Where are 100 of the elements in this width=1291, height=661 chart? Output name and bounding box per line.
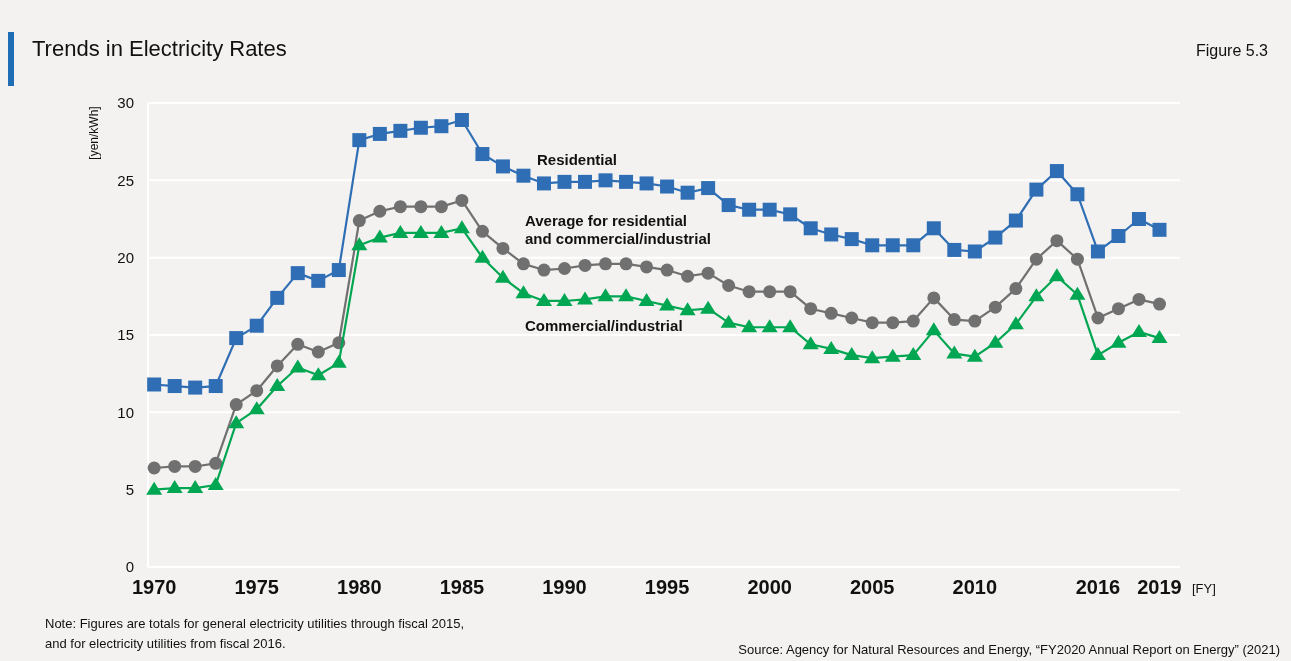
point (167, 379, 182, 394)
point (310, 367, 327, 381)
text: Note: Figures are totals for general electricity utilities through fiscal 2015, and for electricity utilities from fiscal 2016. (45, 616, 465, 651)
point (926, 221, 941, 236)
point (619, 174, 634, 189)
y-tick-label: 0 (125, 558, 134, 576)
point (639, 176, 654, 191)
point (1029, 252, 1043, 266)
point (1110, 334, 1127, 348)
point (988, 230, 1003, 245)
point (619, 257, 633, 271)
point (290, 266, 305, 281)
point (742, 202, 757, 217)
point (557, 174, 572, 189)
source-note: Source: Agency for Natural Resources and Energy, “FY2020 Annual Report on Energy” (2021) (738, 642, 1280, 657)
y-tick-label: 25 (117, 171, 134, 189)
point (1070, 187, 1085, 202)
point (1029, 182, 1044, 197)
point (494, 269, 511, 283)
point (742, 285, 756, 299)
x-tick-label: 1985 (439, 576, 485, 598)
point (496, 241, 510, 255)
point (434, 119, 449, 134)
point (1009, 282, 1023, 296)
point (1152, 297, 1166, 311)
point (269, 378, 286, 392)
point (701, 266, 715, 280)
point (660, 179, 675, 194)
point (433, 224, 450, 238)
point (557, 261, 571, 275)
point (906, 238, 921, 253)
point (681, 269, 695, 283)
point (865, 238, 880, 253)
x-tick-label: 1975 (234, 576, 279, 598)
point (1111, 229, 1126, 244)
point (741, 319, 758, 333)
point (884, 348, 901, 362)
point (701, 181, 716, 196)
point (865, 316, 879, 330)
series-label: Average for residential and commercial/industrial (525, 212, 711, 247)
point (864, 350, 881, 364)
point (925, 322, 942, 336)
point (352, 133, 367, 148)
point (556, 292, 573, 306)
point (927, 291, 941, 305)
point (249, 318, 264, 333)
point (146, 481, 163, 495)
point (578, 174, 593, 189)
point (147, 461, 161, 475)
series-label: Residential (537, 151, 618, 168)
point (947, 242, 962, 257)
point (1008, 213, 1023, 228)
point (640, 260, 654, 274)
point (638, 292, 655, 306)
point (660, 263, 674, 277)
point (208, 379, 223, 394)
point (618, 288, 635, 302)
point (475, 147, 490, 162)
point (783, 207, 798, 222)
point (166, 480, 183, 494)
point (947, 313, 961, 327)
point (229, 331, 244, 346)
point (886, 316, 900, 330)
point (515, 285, 532, 299)
point (1091, 311, 1105, 325)
point (1070, 252, 1084, 266)
x-tick-label: 2010 (952, 576, 998, 598)
x-axis-title: [FY] (1192, 581, 1216, 596)
point (188, 459, 202, 473)
point (392, 224, 409, 238)
x-tick-label: 1980 (337, 576, 382, 598)
point (516, 168, 531, 183)
point (783, 285, 797, 299)
point (578, 258, 592, 272)
point (599, 257, 613, 271)
y-tick-label: 30 (117, 94, 134, 112)
point (824, 306, 838, 320)
point (721, 198, 736, 213)
point (289, 359, 306, 373)
point (804, 302, 818, 316)
point (763, 285, 777, 299)
point (168, 459, 182, 473)
point (1152, 222, 1167, 237)
point (968, 314, 982, 328)
x-tick-label: 2000 (747, 576, 792, 598)
point (455, 193, 469, 207)
point (311, 345, 325, 359)
point (373, 204, 387, 218)
point (844, 232, 859, 247)
point (1130, 323, 1147, 337)
point (536, 176, 551, 191)
point (311, 273, 326, 288)
point (1069, 286, 1086, 300)
point (1090, 244, 1105, 259)
x-tick-label: 1995 (644, 576, 690, 598)
point (577, 291, 594, 305)
point (1131, 212, 1146, 226)
point (393, 200, 407, 214)
point (679, 302, 696, 316)
point (187, 480, 204, 494)
